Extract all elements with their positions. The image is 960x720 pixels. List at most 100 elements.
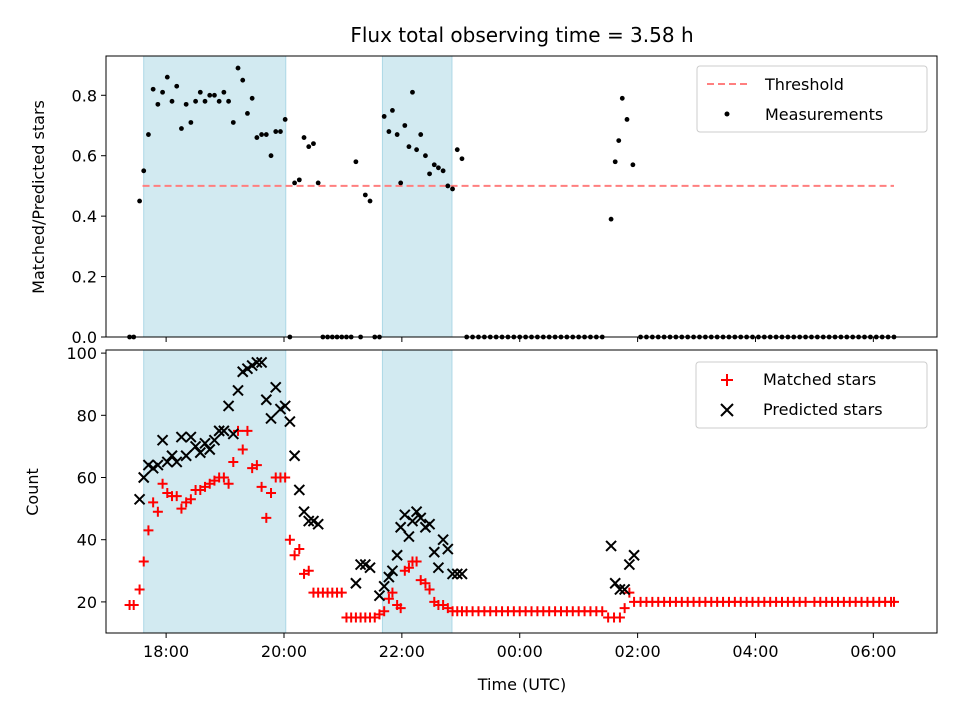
predicted-star-point xyxy=(185,431,197,443)
matched-star-point xyxy=(261,512,272,523)
measurement-point xyxy=(202,98,208,104)
legend-predicted-swatch xyxy=(720,403,734,417)
predicted-star-point xyxy=(260,394,273,406)
bottom-legend-box xyxy=(695,361,928,429)
legend-matched-label: Matched stars xyxy=(763,370,876,389)
predicted-star-point xyxy=(609,577,621,589)
matched-star-point xyxy=(284,534,295,545)
predicted-star-point xyxy=(270,381,282,394)
matched-star-point xyxy=(597,606,608,617)
measurement-point xyxy=(450,186,455,192)
shaded-interval-1 xyxy=(381,55,453,338)
top-panel-ylabel: Matched/Predicted stars xyxy=(29,100,48,294)
predicted-star-point xyxy=(222,400,235,412)
y-tick-label: 80 xyxy=(77,406,97,425)
x-tick-label: 22:00 xyxy=(379,642,425,661)
measurement-point xyxy=(418,132,424,137)
legend-matched-swatch xyxy=(721,374,733,386)
bottom-panel-x-ticks: 18:00 20:00 22:00 00:00 02:00 04:00 06:00 xyxy=(143,633,896,661)
predicted-star-point xyxy=(378,580,390,593)
measurement-point xyxy=(160,89,165,95)
measurement-point xyxy=(362,192,368,198)
measurement-point xyxy=(263,132,269,137)
measurement-point xyxy=(174,83,180,89)
matched-star-point xyxy=(148,497,159,508)
matched-star-point xyxy=(619,603,630,614)
measurement-point xyxy=(188,120,194,125)
predicted-star-point xyxy=(189,440,202,453)
matched-star-point xyxy=(387,587,398,598)
measurement-point xyxy=(394,132,400,137)
predicted-star-point xyxy=(199,437,211,450)
matched-star-point xyxy=(233,425,244,436)
measurement-point xyxy=(155,101,161,107)
measurement-point xyxy=(398,180,404,186)
matched-star-point xyxy=(888,596,899,607)
legend-measurements-label: Measurements xyxy=(765,105,883,124)
matched-star-point xyxy=(143,525,154,536)
predicted-star-point xyxy=(194,446,207,459)
predicted-star-point xyxy=(618,583,631,596)
predicted-star-point xyxy=(386,565,399,577)
measurement-point xyxy=(169,98,175,104)
matched-star-point xyxy=(223,478,234,489)
x-axis-label: Time (UTC) xyxy=(477,675,566,694)
measurement-point xyxy=(240,77,246,83)
predicted-star-point xyxy=(208,434,221,446)
measurement-point xyxy=(445,183,451,189)
legend-threshold-label: Threshold xyxy=(764,75,844,94)
measurement-point xyxy=(436,165,441,171)
matched-star-point xyxy=(171,491,182,502)
x-tick-label: 18:00 xyxy=(143,642,189,661)
measurement-point xyxy=(423,153,428,159)
predicted-star-point xyxy=(614,583,626,596)
measurement-point xyxy=(230,120,236,125)
predicted-star-point xyxy=(428,546,440,558)
y-tick-label: 0.2 xyxy=(72,268,97,287)
measurement-point xyxy=(183,101,189,107)
y-tick-label: 0.6 xyxy=(72,147,97,166)
predicted-star-point xyxy=(605,540,617,552)
matched-star-point xyxy=(800,596,811,607)
measurement-point xyxy=(259,132,264,137)
predicted-star-point xyxy=(152,459,164,471)
measurement-point xyxy=(431,162,437,168)
matched-star-point xyxy=(251,460,262,471)
measurement-point xyxy=(390,107,395,113)
measurement-point xyxy=(301,135,307,140)
x-tick-label: 04:00 xyxy=(732,642,778,661)
top-legend-box xyxy=(696,65,928,133)
predicted-star-point xyxy=(255,356,268,369)
matched-star-point xyxy=(157,478,168,489)
top-panel-legend: Threshold Measurements xyxy=(696,65,928,133)
x-tick-label: 20:00 xyxy=(261,642,307,661)
predicted-star-point xyxy=(354,558,367,571)
measurement-point xyxy=(278,129,283,134)
y-tick-label: 0.8 xyxy=(72,86,97,105)
measurement-point xyxy=(619,95,625,101)
matched-star-point xyxy=(128,600,139,611)
top-panel-x-ticks xyxy=(165,337,874,342)
measurement-point xyxy=(245,111,250,116)
measurement-point xyxy=(402,123,408,128)
predicted-star-point xyxy=(180,450,192,462)
predicted-star-point xyxy=(456,568,468,580)
measurement-point xyxy=(616,138,622,144)
predicted-star-point xyxy=(364,561,376,574)
y-tick-label: 40 xyxy=(77,531,97,550)
predicted-star-point xyxy=(284,415,296,428)
predicted-star-point xyxy=(312,518,324,530)
measurement-point xyxy=(311,141,316,147)
x-tick-label: 06:00 xyxy=(850,642,896,661)
bottom-panel-predicted-points xyxy=(133,356,640,602)
matched-star-point xyxy=(379,606,390,617)
measurement-point xyxy=(282,117,288,122)
measurement-point xyxy=(427,171,432,177)
measurement-point xyxy=(254,135,260,140)
measurement-point xyxy=(150,86,156,92)
measurement-point xyxy=(212,92,217,98)
measurement-point xyxy=(306,144,312,150)
predicted-star-point xyxy=(373,589,386,602)
predicted-star-point xyxy=(406,515,419,527)
